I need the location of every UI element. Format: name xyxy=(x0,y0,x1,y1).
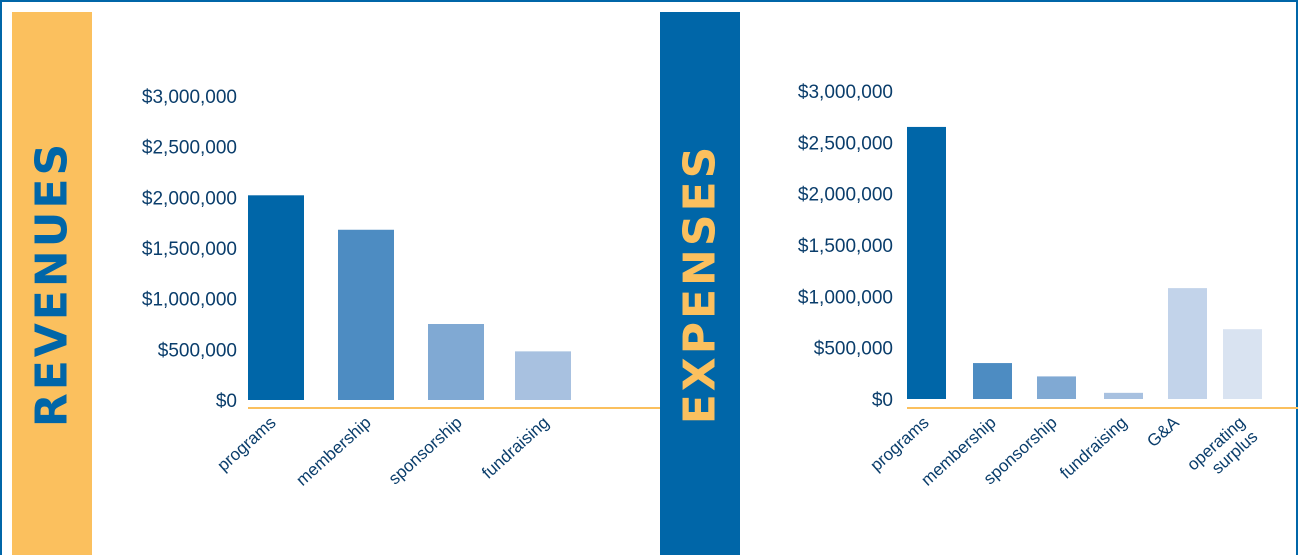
expenses-category-label: fundraising xyxy=(1056,413,1131,483)
expenses-bar-g-a xyxy=(1168,288,1207,399)
expenses-bar-operating-surplus xyxy=(1223,329,1262,399)
expenses-ytick-label: $500,000 xyxy=(814,339,893,360)
expenses-ytick-label: $2,500,000 xyxy=(798,133,893,154)
revenues-bar-membership xyxy=(338,229,394,400)
expenses-ytick-label: $1,500,000 xyxy=(798,236,893,257)
revenues-ytick-label: $1,000,000 xyxy=(142,290,237,311)
revenues-ytick-label: $500,000 xyxy=(158,340,237,361)
expenses-bar-membership xyxy=(973,363,1012,399)
revenues-ytick-label: $1,500,000 xyxy=(142,239,237,260)
revenues-band: REVENUES xyxy=(12,12,92,555)
expenses-category-label: operatingsurplus xyxy=(1183,413,1261,489)
revenues-ytick-label: $2,500,000 xyxy=(142,138,237,159)
expenses-bar-programs xyxy=(907,126,946,399)
expenses-ytick-label: $3,000,000 xyxy=(798,82,893,103)
revenues-category-label: fundraising xyxy=(478,413,553,483)
revenues-bar-programs xyxy=(248,195,304,400)
revenues-ytick-label: $2,000,000 xyxy=(142,188,237,209)
revenues-bar-fundraising xyxy=(515,351,571,400)
revenues-ytick-label: $0 xyxy=(216,391,237,412)
expenses-ytick-label: $0 xyxy=(872,390,893,411)
revenues-category-label: sponsorship xyxy=(385,413,466,488)
expenses-band: EXPENSES xyxy=(660,12,740,555)
expenses-ytick-label: $2,000,000 xyxy=(798,185,893,206)
revenues-category-label: programs xyxy=(214,413,280,475)
revenues-bar-sponsorship xyxy=(428,324,484,400)
revenues-chart: $0 $500,000 $1,000,000 $1,500,000 $2,000,000… xyxy=(142,87,660,490)
revenues-category-label: membership xyxy=(292,413,374,490)
expenses-ytick-label: $1,000,000 xyxy=(798,287,893,308)
expenses-category-label: G&A xyxy=(1143,412,1183,451)
expenses-bar-fundraising xyxy=(1104,392,1143,399)
revenues-ytick-label: $3,000,000 xyxy=(142,87,237,108)
expenses-chart: $0 $500,000 $1,000,000 $1,500,000 $2,000,000… xyxy=(798,82,1298,490)
expenses-bar-sponsorship xyxy=(1037,376,1076,399)
expenses-category-label: programs xyxy=(867,413,933,475)
